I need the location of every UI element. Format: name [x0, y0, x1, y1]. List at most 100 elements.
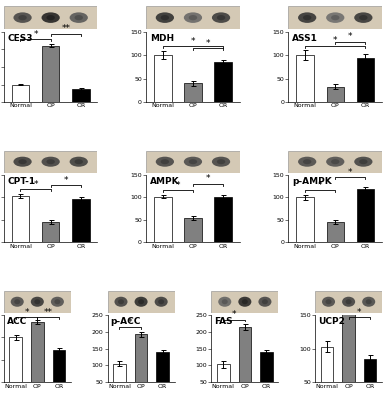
Text: p-AMPK: p-AMPK — [292, 177, 332, 186]
Bar — [214, 197, 232, 242]
Bar — [10, 338, 22, 382]
Text: CES3: CES3 — [8, 34, 33, 43]
Ellipse shape — [14, 299, 20, 304]
Ellipse shape — [114, 297, 127, 307]
Text: *: * — [348, 32, 353, 41]
Bar — [12, 84, 29, 102]
Ellipse shape — [189, 15, 197, 20]
Ellipse shape — [298, 12, 316, 23]
Bar — [135, 334, 147, 394]
Ellipse shape — [158, 299, 164, 304]
Text: *: * — [357, 308, 362, 317]
Ellipse shape — [331, 15, 339, 20]
Ellipse shape — [326, 299, 331, 304]
Bar — [326, 87, 344, 102]
Bar — [53, 349, 65, 382]
Bar — [343, 282, 355, 394]
Ellipse shape — [41, 12, 60, 23]
Text: *: * — [63, 176, 68, 185]
Bar — [296, 55, 314, 102]
Ellipse shape — [354, 157, 372, 167]
Ellipse shape — [326, 12, 344, 23]
Ellipse shape — [184, 12, 202, 23]
Ellipse shape — [156, 12, 174, 23]
Ellipse shape — [322, 297, 335, 307]
Ellipse shape — [70, 12, 88, 23]
Ellipse shape — [354, 12, 372, 23]
Text: *: * — [33, 180, 38, 189]
Bar — [31, 322, 43, 382]
Bar — [184, 84, 202, 102]
Text: *: * — [348, 168, 353, 177]
Ellipse shape — [13, 12, 32, 23]
Ellipse shape — [217, 15, 225, 20]
Ellipse shape — [31, 297, 44, 307]
Ellipse shape — [46, 159, 55, 164]
Bar — [364, 359, 376, 394]
Bar — [184, 218, 202, 242]
Ellipse shape — [212, 157, 230, 167]
Ellipse shape — [46, 15, 55, 20]
Ellipse shape — [184, 157, 202, 167]
Text: **: ** — [44, 308, 53, 317]
Text: ASS1: ASS1 — [292, 34, 318, 43]
Ellipse shape — [362, 297, 375, 307]
Ellipse shape — [161, 15, 169, 20]
Text: *: * — [128, 318, 132, 327]
Text: MDH: MDH — [150, 34, 174, 43]
Ellipse shape — [217, 159, 225, 164]
Ellipse shape — [222, 299, 228, 304]
Text: *: * — [206, 39, 210, 48]
Ellipse shape — [51, 297, 64, 307]
Text: *: * — [206, 175, 210, 184]
Ellipse shape — [18, 159, 27, 164]
Ellipse shape — [326, 157, 344, 167]
Bar — [296, 197, 314, 242]
Ellipse shape — [41, 157, 60, 167]
Ellipse shape — [238, 297, 252, 307]
Ellipse shape — [303, 159, 311, 164]
Ellipse shape — [55, 299, 60, 304]
Ellipse shape — [189, 159, 197, 164]
Text: *: * — [33, 30, 38, 39]
Ellipse shape — [342, 297, 355, 307]
Text: FAS: FAS — [214, 317, 233, 326]
Ellipse shape — [138, 299, 144, 304]
Bar — [326, 222, 344, 242]
Ellipse shape — [359, 15, 367, 20]
Text: *: * — [24, 308, 29, 317]
Ellipse shape — [155, 297, 168, 307]
Text: *: * — [318, 181, 323, 190]
Ellipse shape — [134, 297, 147, 307]
Ellipse shape — [161, 159, 169, 164]
Ellipse shape — [74, 159, 83, 164]
Bar — [321, 347, 333, 394]
Bar — [72, 89, 89, 102]
Ellipse shape — [359, 159, 367, 164]
Text: CPT-1: CPT-1 — [8, 177, 36, 186]
Ellipse shape — [18, 15, 27, 20]
Ellipse shape — [218, 297, 231, 307]
Text: *: * — [232, 310, 236, 319]
Ellipse shape — [70, 157, 88, 167]
Bar — [154, 197, 172, 242]
Bar — [113, 364, 126, 394]
Bar — [260, 352, 273, 394]
Ellipse shape — [262, 299, 268, 304]
Ellipse shape — [156, 157, 174, 167]
Text: *: * — [333, 36, 338, 45]
Ellipse shape — [11, 297, 24, 307]
Ellipse shape — [118, 299, 124, 304]
Bar — [12, 196, 29, 242]
Ellipse shape — [303, 15, 311, 20]
Ellipse shape — [242, 299, 248, 304]
Bar — [156, 352, 169, 394]
Bar — [42, 222, 60, 242]
Text: *: * — [191, 37, 195, 46]
Bar — [238, 327, 251, 394]
Ellipse shape — [331, 159, 339, 164]
Bar — [42, 46, 60, 102]
Bar — [214, 62, 232, 102]
Ellipse shape — [34, 299, 40, 304]
Ellipse shape — [366, 299, 372, 304]
